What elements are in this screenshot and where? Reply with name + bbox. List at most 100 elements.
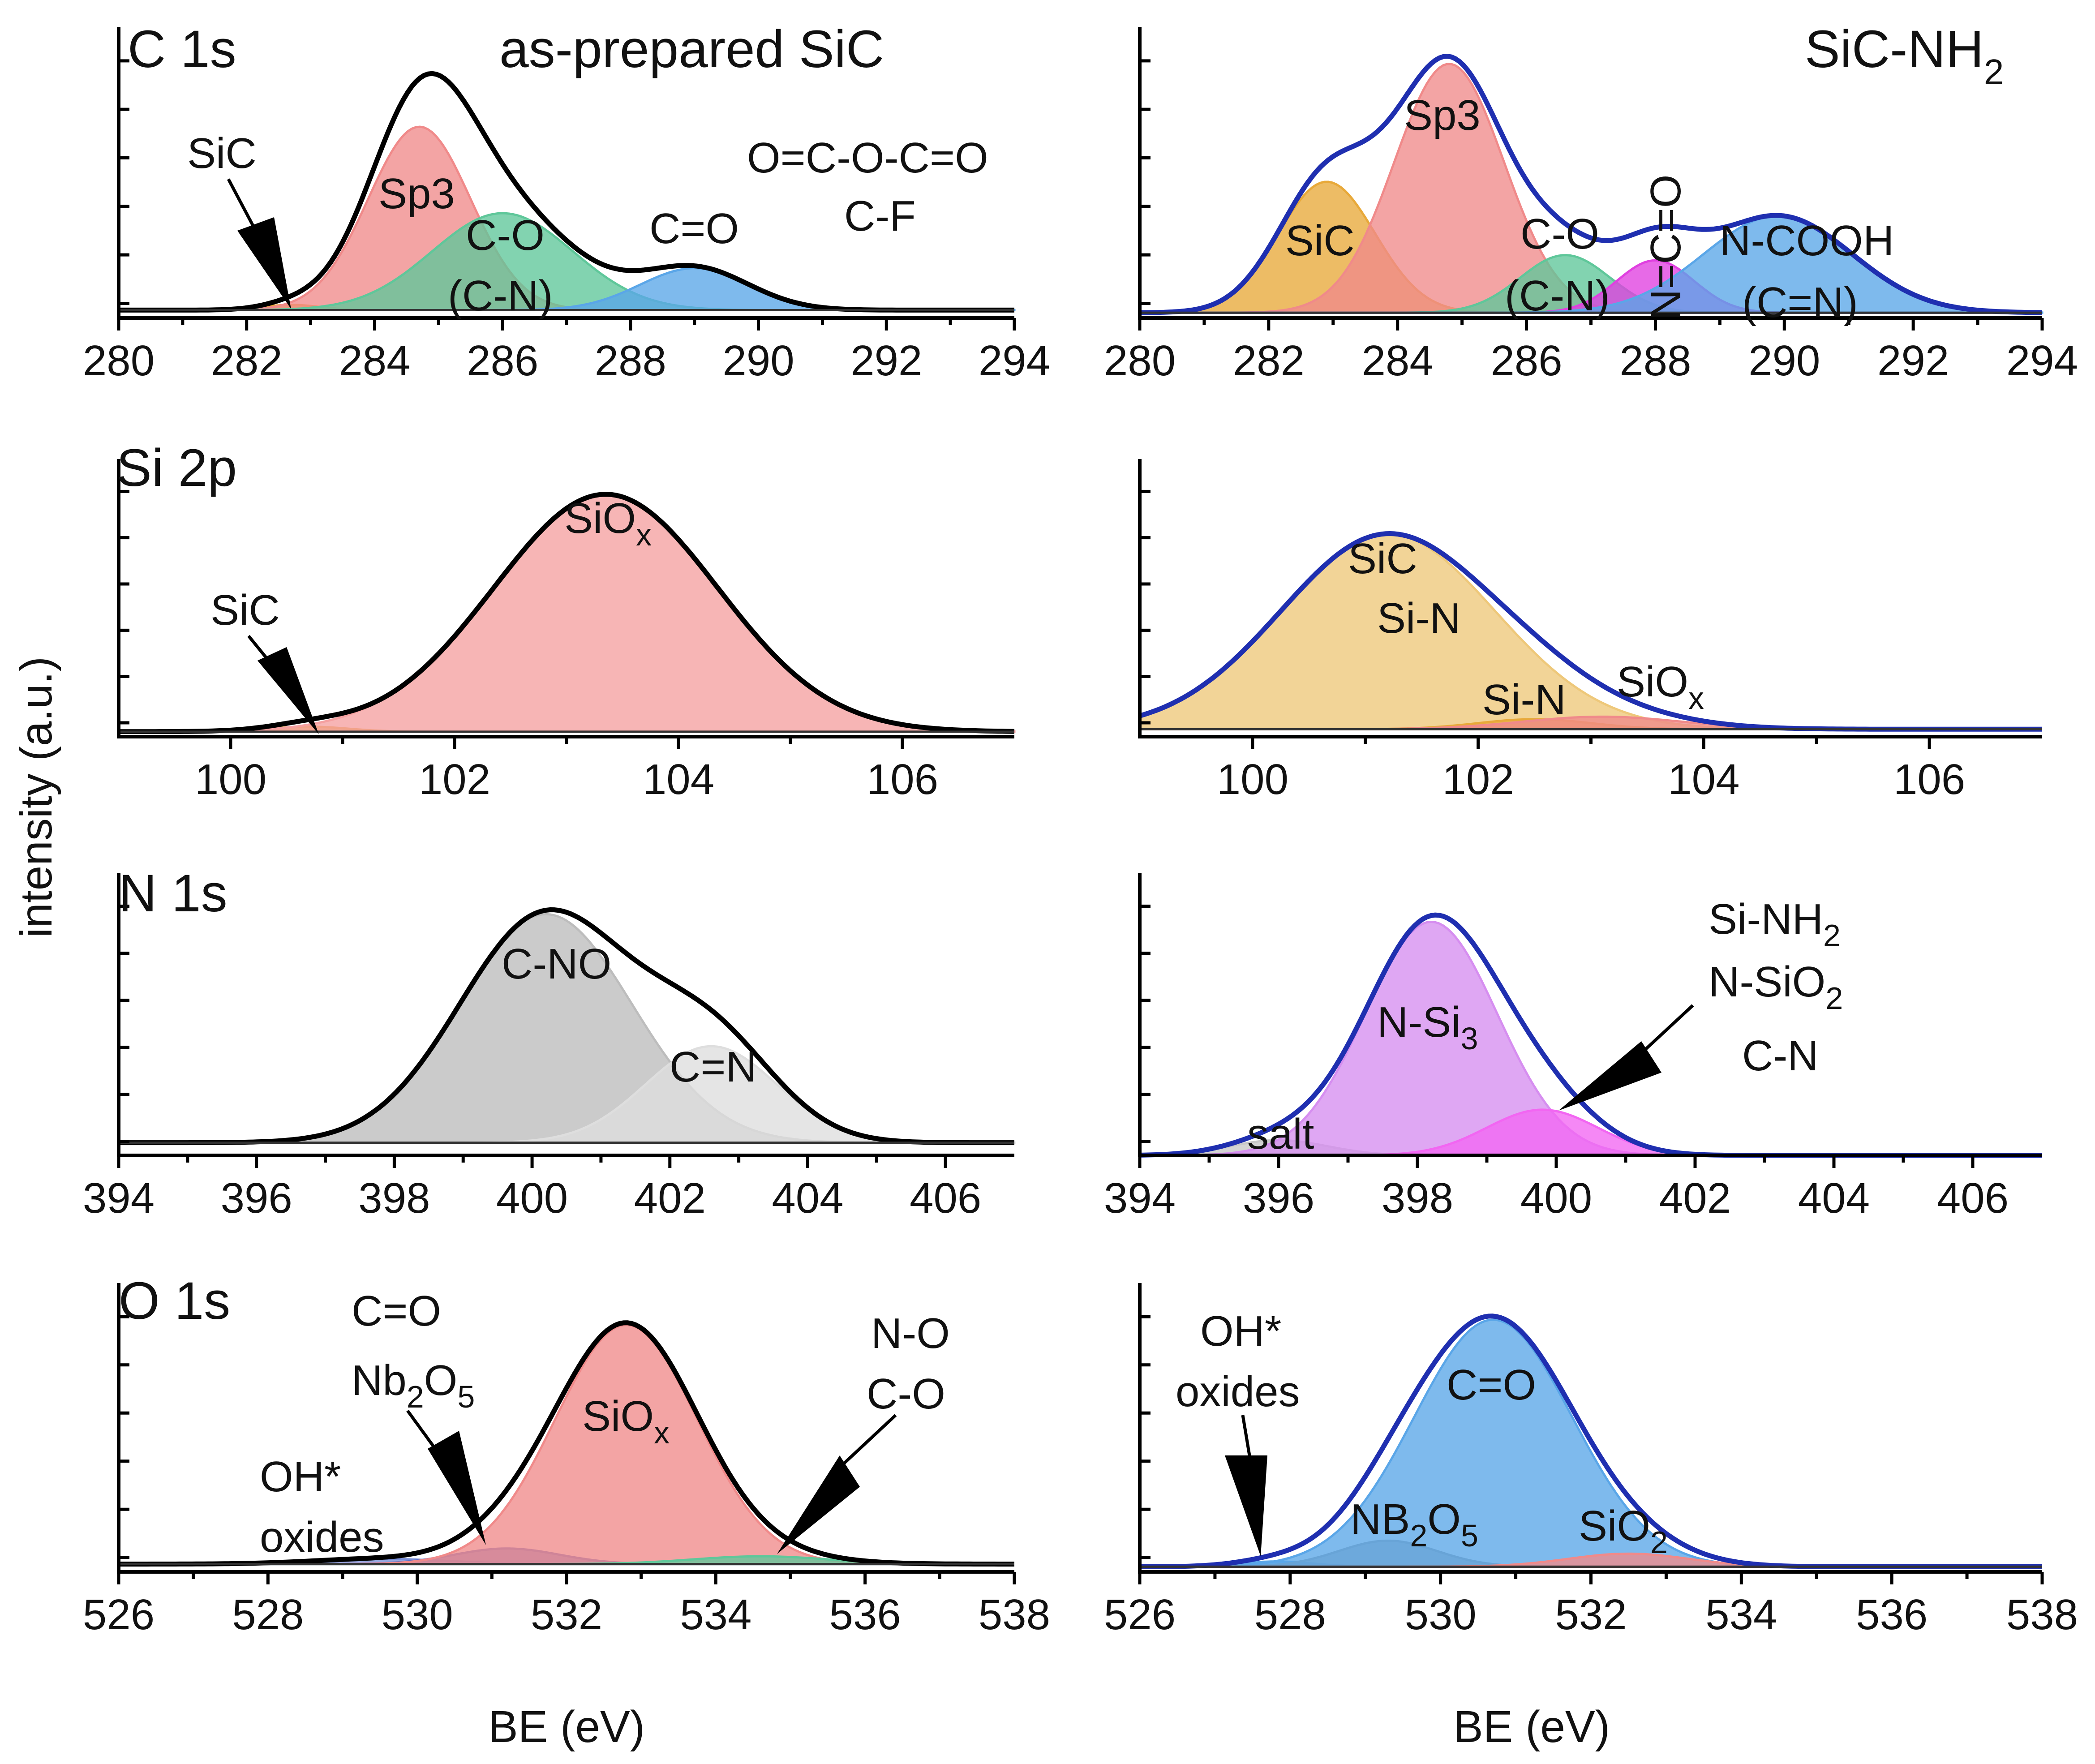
- panel-n1s-as-prepared: 394 396 398 400 402 404 406 N 1s C-NO C=N: [83, 864, 1016, 1222]
- x-tick-label: 290: [1748, 337, 1820, 385]
- arrow-oh: [1225, 1415, 1267, 1556]
- x-tick-label: 528: [232, 1591, 304, 1639]
- panel-c1s-as-prepared: 280 282 284 286 288 290 292 294 C 1s as-prepare…: [83, 20, 1050, 385]
- x-tick-label: 404: [772, 1174, 843, 1222]
- xlabel-left: BE (eV): [488, 1702, 645, 1752]
- annotation-c-f: C-F: [844, 192, 916, 240]
- x-tick-label: 292: [1877, 337, 1949, 385]
- x-tick-label: 286: [1490, 337, 1562, 385]
- x-tick-label: 532: [1555, 1591, 1627, 1639]
- annotation-salt: salt: [1247, 1110, 1314, 1158]
- annotation-c-o: C-O: [867, 1370, 945, 1418]
- xlabel-right: BE (eV): [1453, 1702, 1610, 1752]
- x-tick-label: 406: [910, 1174, 981, 1222]
- x-tick-label: 106: [1893, 755, 1965, 803]
- envelope-curve: [119, 492, 1015, 734]
- x-tick-label: 532: [531, 1591, 602, 1639]
- x-tick-label: 400: [1520, 1174, 1592, 1222]
- x-tick-label: 534: [680, 1591, 751, 1639]
- panel-o1s-sic-nh2: 526 528 530 532 534 536 538 OH* oxides C=O NB2…: [1104, 1283, 2078, 1639]
- annotation-c-double-o: C=O: [1447, 1361, 1536, 1409]
- annotation-n-sio2: N-SiO2: [1709, 958, 1843, 1016]
- annotation-isocyanate: N=C=O: [1642, 175, 1690, 320]
- annotation-sic: SiC: [1285, 217, 1355, 265]
- annotation-c-no: C-NO: [502, 940, 611, 988]
- annotation-sic: SiC: [1348, 535, 1417, 583]
- x-tick-label: 282: [211, 337, 283, 385]
- x-tick-label: 394: [1104, 1174, 1176, 1222]
- x-tick-label: 398: [1382, 1174, 1453, 1222]
- x-tick-label: 100: [1217, 755, 1288, 803]
- panel-si2p-sic-nh2: 100 102 104 106 SiC Si-N Si-N SiOx: [1138, 459, 2042, 803]
- arrow-sic: [247, 635, 319, 734]
- x-tick-label: 538: [979, 1591, 1050, 1639]
- annotation-si-n-2: Si-N: [1482, 676, 1566, 724]
- annotation-oxides: oxides: [260, 1513, 384, 1561]
- panel-n1s-sic-nh2: 394 396 398 400 402 404 406 N-Si3 salt Si-NH2 …: [1104, 873, 2042, 1222]
- x-tick-label: 528: [1254, 1591, 1326, 1639]
- x-tick-label: 294: [2006, 337, 2078, 385]
- x-tick-label: 530: [382, 1591, 453, 1639]
- panel-title: O 1s: [119, 1271, 230, 1331]
- x-tick-label: 396: [221, 1174, 292, 1222]
- arrow-sic: [227, 178, 291, 309]
- annotation-si-n-1: Si-N: [1377, 594, 1461, 642]
- x-tick-label: 288: [595, 337, 666, 385]
- annotation-c-o: C-O: [466, 211, 545, 259]
- annotation-c-n: (C-N): [1505, 272, 1610, 320]
- panel-title: Si 2p: [116, 438, 237, 498]
- x-tick-label: 284: [1362, 337, 1434, 385]
- x-tick-label: 106: [867, 755, 938, 803]
- envelope-curve: [119, 1320, 1014, 1567]
- panel-o1s-as-prepared: 526 528 530 532 534 536 538 O 1s C=O Nb2O5 SiO…: [83, 1271, 1050, 1639]
- annotation-anhydride: O=C-O-C=O: [747, 134, 988, 182]
- x-tick-label: 526: [83, 1591, 155, 1639]
- peak-component: [119, 1324, 1014, 1566]
- x-tick-label: 100: [195, 755, 266, 803]
- x-tick-label: 280: [83, 337, 155, 385]
- x-tick-label: 536: [1856, 1591, 1928, 1639]
- arrow-nb2o5: [406, 1409, 486, 1545]
- envelope-curve: [119, 907, 1014, 1146]
- annotation-c-eq-n: (C=N): [1742, 279, 1858, 326]
- annotation-siox: SiOx: [1617, 658, 1704, 716]
- x-tick-label: 280: [1104, 337, 1176, 385]
- x-tick-label: 396: [1243, 1174, 1314, 1222]
- annotation-c-o: C-O: [1520, 210, 1599, 258]
- x-tick-label: 538: [2006, 1591, 2078, 1639]
- panel-title: N 1s: [119, 864, 228, 923]
- annotation-oh: OH*: [260, 1453, 341, 1501]
- annotation-n-cooh: N-COOH: [1720, 217, 1894, 265]
- x-tick-label: 294: [979, 337, 1050, 385]
- annotation-oh: OH*: [1200, 1307, 1281, 1355]
- annotation-sp3: Sp3: [378, 170, 455, 218]
- panel-c1s-sic-nh2: 280 282 284 286 288 290 292 294 SiC-NH2 Sp3 SiC…: [1104, 20, 2078, 385]
- annotation-c-n: C-N: [1742, 1032, 1819, 1080]
- axis-frame: [1138, 459, 2042, 738]
- x-tick-label: 536: [829, 1591, 901, 1639]
- x-tick-label: 398: [358, 1174, 430, 1222]
- annotation-c-double-o: C=O: [649, 205, 739, 253]
- annotation-si-nh2: Si-NH2: [1709, 895, 1841, 953]
- global-ylabel: intensity (a.u.): [11, 657, 61, 938]
- annotation-sic: SiC: [210, 586, 280, 634]
- annotation-nb2o5: Nb2O5: [352, 1356, 475, 1414]
- panel-si2p-as-prepared: 100 102 104 106 Si 2p SiC SiOx: [116, 438, 1016, 803]
- x-tick-label: 104: [1668, 755, 1739, 803]
- x-tick-label: 406: [1937, 1174, 2009, 1222]
- arrow-n-o: [777, 1414, 897, 1554]
- panel-title: SiC-NH2: [1805, 20, 2004, 92]
- x-tick-label: 102: [419, 755, 490, 803]
- x-tick-label: 286: [467, 337, 538, 385]
- annotation-c-n: (C-N): [448, 272, 553, 320]
- annotation-sp3: Sp3: [1404, 91, 1481, 139]
- panel-title: C 1s: [128, 20, 236, 79]
- x-tick-label: 394: [83, 1174, 155, 1222]
- annotation-c-eq-n: C=N: [670, 1043, 757, 1091]
- x-tick-label: 292: [850, 337, 922, 385]
- x-tick-label: 288: [1619, 337, 1691, 385]
- arrow-si-nh2: [1558, 1004, 1694, 1111]
- x-tick-label: 104: [643, 755, 714, 803]
- x-tick-label: 102: [1442, 755, 1514, 803]
- axis-frame: [117, 459, 1014, 738]
